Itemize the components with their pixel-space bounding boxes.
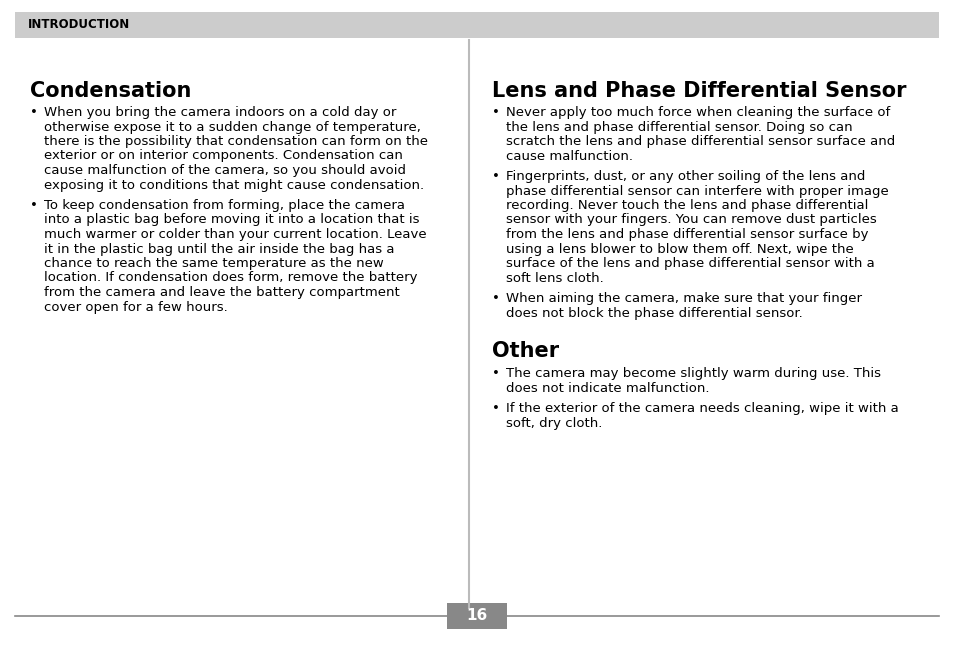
- Text: •: •: [492, 106, 499, 119]
- Text: Condensation: Condensation: [30, 81, 192, 101]
- Text: sensor with your fingers. You can remove dust particles: sensor with your fingers. You can remove…: [505, 213, 876, 227]
- Text: scratch the lens and phase differential sensor surface and: scratch the lens and phase differential …: [505, 135, 894, 148]
- Text: INTRODUCTION: INTRODUCTION: [28, 19, 131, 32]
- Text: •: •: [492, 170, 499, 183]
- Text: cause malfunction.: cause malfunction.: [505, 149, 633, 163]
- Text: much warmer or colder than your current location. Leave: much warmer or colder than your current …: [44, 228, 426, 241]
- Text: •: •: [492, 367, 499, 380]
- Text: To keep condensation from forming, place the camera: To keep condensation from forming, place…: [44, 199, 405, 212]
- Bar: [447, 603, 506, 629]
- Text: does not block the phase differential sensor.: does not block the phase differential se…: [505, 306, 801, 320]
- Text: using a lens blower to blow them off. Next, wipe the: using a lens blower to blow them off. Ne…: [505, 242, 853, 256]
- Text: phase differential sensor can interfere with proper image: phase differential sensor can interfere …: [505, 185, 888, 198]
- Text: cover open for a few hours.: cover open for a few hours.: [44, 300, 228, 313]
- Text: into a plastic bag before moving it into a location that is: into a plastic bag before moving it into…: [44, 213, 419, 227]
- Text: When aiming the camera, make sure that your finger: When aiming the camera, make sure that y…: [505, 292, 862, 305]
- Text: exposing it to conditions that might cause condensation.: exposing it to conditions that might cau…: [44, 178, 424, 191]
- Text: does not indicate malfunction.: does not indicate malfunction.: [505, 382, 709, 395]
- Text: recording. Never touch the lens and phase differential: recording. Never touch the lens and phas…: [505, 199, 867, 212]
- Text: 16: 16: [466, 609, 487, 623]
- Text: Lens and Phase Differential Sensor: Lens and Phase Differential Sensor: [492, 81, 905, 101]
- Text: the lens and phase differential sensor. Doing so can: the lens and phase differential sensor. …: [505, 121, 852, 134]
- Bar: [15, 12, 938, 38]
- Text: there is the possibility that condensation can form on the: there is the possibility that condensati…: [44, 135, 428, 148]
- Text: from the lens and phase differential sensor surface by: from the lens and phase differential sen…: [505, 228, 867, 241]
- Text: chance to reach the same temperature as the new: chance to reach the same temperature as …: [44, 257, 383, 270]
- Text: from the camera and leave the battery compartment: from the camera and leave the battery co…: [44, 286, 399, 299]
- Text: •: •: [492, 292, 499, 305]
- Text: Fingerprints, dust, or any other soiling of the lens and: Fingerprints, dust, or any other soiling…: [505, 170, 864, 183]
- Text: Other: Other: [492, 341, 558, 361]
- Text: •: •: [30, 106, 38, 119]
- Text: it in the plastic bag until the air inside the bag has a: it in the plastic bag until the air insi…: [44, 242, 395, 256]
- Text: If the exterior of the camera needs cleaning, wipe it with a: If the exterior of the camera needs clea…: [505, 402, 898, 415]
- Text: surface of the lens and phase differential sensor with a: surface of the lens and phase differenti…: [505, 257, 874, 270]
- Text: The camera may become slightly warm during use. This: The camera may become slightly warm duri…: [505, 367, 880, 380]
- Text: soft lens cloth.: soft lens cloth.: [505, 271, 603, 284]
- Text: Never apply too much force when cleaning the surface of: Never apply too much force when cleaning…: [505, 106, 889, 119]
- Text: exterior or on interior components. Condensation can: exterior or on interior components. Cond…: [44, 149, 402, 163]
- Text: •: •: [30, 199, 38, 212]
- Text: soft, dry cloth.: soft, dry cloth.: [505, 417, 601, 430]
- Text: location. If condensation does form, remove the battery: location. If condensation does form, rem…: [44, 271, 417, 284]
- Text: When you bring the camera indoors on a cold day or: When you bring the camera indoors on a c…: [44, 106, 395, 119]
- Text: •: •: [492, 402, 499, 415]
- Text: otherwise expose it to a sudden change of temperature,: otherwise expose it to a sudden change o…: [44, 121, 420, 134]
- Text: cause malfunction of the camera, so you should avoid: cause malfunction of the camera, so you …: [44, 164, 406, 177]
